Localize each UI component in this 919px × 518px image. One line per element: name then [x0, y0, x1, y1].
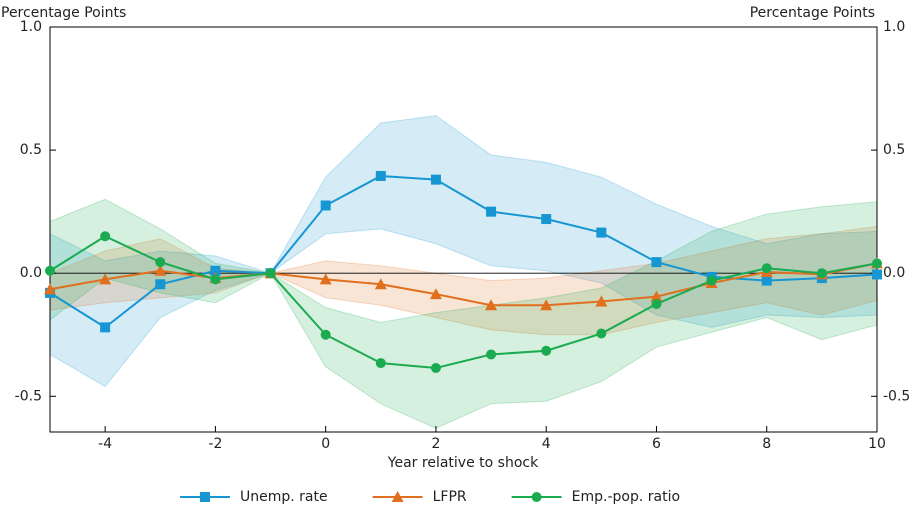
marker: [761, 275, 772, 286]
y2-axis-label: Percentage Points: [750, 5, 875, 21]
x-tick-label: -4: [98, 436, 112, 452]
marker: [485, 299, 498, 311]
marker: [872, 258, 882, 269]
marker: [816, 268, 827, 279]
line: [49, 174, 878, 329]
marker: [531, 492, 542, 502]
y2-tick-label: 0.0: [883, 265, 905, 281]
marker: [100, 231, 111, 242]
x-axis-label: Year relative to shock: [387, 455, 539, 471]
y2-tick-label: 1.0: [883, 19, 905, 35]
marker: [761, 263, 772, 274]
marker: [541, 214, 552, 225]
x-tick-label: 6: [652, 436, 661, 452]
x-tick-label: 10: [868, 436, 886, 452]
marker: [99, 273, 112, 285]
marker: [265, 268, 276, 279]
marker: [391, 491, 404, 502]
legend-label: LFPR: [433, 489, 467, 505]
marker: [210, 274, 221, 285]
x-tick-label: -2: [208, 436, 222, 452]
x-tick-label: 2: [431, 436, 440, 452]
marker: [44, 283, 56, 295]
marker: [375, 358, 386, 369]
line: [49, 262, 878, 307]
x-tick-label: 4: [542, 436, 551, 452]
marker: [374, 278, 387, 290]
legend-label: Unemp. rate: [240, 489, 328, 505]
y-tick-label: 1.0: [20, 19, 42, 35]
marker: [486, 349, 497, 360]
x-tick-label: 0: [321, 436, 330, 452]
line: [49, 235, 878, 369]
marker: [651, 257, 662, 268]
marker: [200, 492, 210, 502]
marker: [540, 299, 553, 311]
marker: [319, 273, 332, 285]
marker: [154, 264, 167, 276]
marker: [872, 269, 882, 280]
marker: [650, 290, 663, 302]
marker: [320, 329, 331, 340]
y2-tick-label: -0.5: [883, 388, 910, 404]
marker: [430, 362, 441, 373]
y-tick-label: -0.5: [15, 388, 42, 404]
y-tick-label: 0.0: [20, 265, 42, 281]
marker: [651, 298, 662, 309]
marker: [596, 227, 607, 238]
marker: [100, 322, 111, 333]
y-axis-label: Percentage Points: [1, 5, 126, 21]
marker: [706, 275, 717, 286]
marker: [45, 265, 55, 276]
marker: [155, 257, 166, 268]
plot-frame: [49, 26, 878, 433]
marker: [541, 345, 552, 356]
y-tick-label: 0.5: [20, 142, 42, 158]
y2-tick-label: 0.5: [883, 142, 905, 158]
x-tick-label: 8: [762, 436, 771, 452]
marker: [486, 206, 497, 217]
marker: [429, 288, 442, 300]
marker: [375, 170, 386, 181]
marker: [596, 328, 607, 339]
legend-label: Emp.-pop. ratio: [572, 489, 680, 505]
marker: [210, 265, 221, 276]
marker: [595, 295, 608, 307]
marker: [320, 200, 331, 211]
marker: [430, 174, 441, 185]
marker: [155, 279, 166, 290]
